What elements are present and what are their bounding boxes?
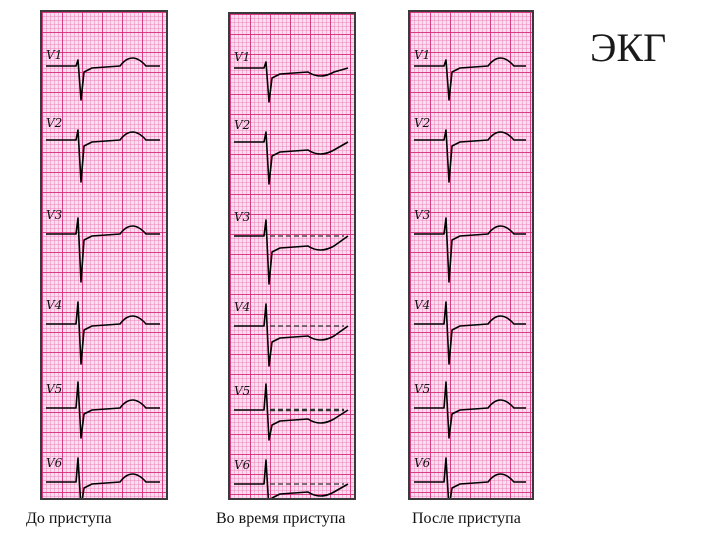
ecg-traces (414, 57, 526, 498)
lead-label-v1: V1 (46, 48, 63, 62)
lead-label-v4: V4 (234, 300, 251, 314)
ecg-strip-before: V1 V2 V3 V4 V5 V6 (40, 10, 168, 500)
ecg-trace-v4 (46, 301, 160, 365)
lead-label-v1: V1 (234, 50, 251, 64)
ecg-trace-v2 (234, 131, 349, 185)
ecg-trace-v2 (414, 129, 526, 183)
lead-label-v2: V2 (234, 118, 251, 132)
ecg-trace-v4 (414, 301, 526, 365)
ecg-trace-v3 (414, 217, 526, 283)
lead-label-v2: V2 (414, 116, 431, 130)
ecg-trace-v2 (46, 129, 160, 183)
lead-label-v4: V4 (414, 298, 431, 312)
ecg-trace-v6 (46, 457, 160, 498)
ecg-trace-v4 (234, 303, 349, 367)
lead-label-v5: V5 (414, 382, 431, 396)
lead-label-v6: V6 (414, 456, 431, 470)
lead-label-v3: V3 (46, 208, 63, 222)
slide-title: ЭКГ (590, 25, 667, 70)
ecg-strip-after: V1 V2 V3 V4 V5 V6 (408, 10, 534, 500)
lead-label-v2: V2 (46, 116, 63, 130)
ecg-trace-v1 (414, 57, 526, 101)
ecg-trace-v5 (234, 383, 349, 441)
lead-label-v5: V5 (46, 382, 63, 396)
ecg-strip-during: V1 V2 V3 V4 V5 V6 (228, 12, 356, 500)
caption-before: До приступа (26, 510, 112, 527)
ecg-trace-v1 (46, 57, 160, 101)
lead-label-v6: V6 (46, 456, 63, 470)
caption-after: После приступа (412, 510, 521, 527)
ecg-trace-v6 (234, 459, 349, 498)
ecg-trace-v3 (234, 219, 349, 285)
lead-label-v5: V5 (234, 384, 251, 398)
lead-label-v1: V1 (414, 48, 431, 62)
ecg-traces (46, 57, 160, 498)
ecg-trace-v6 (414, 457, 526, 498)
ecg-trace-v3 (46, 217, 160, 283)
ecg-trace-v1 (234, 61, 349, 103)
lead-label-v3: V3 (234, 210, 251, 224)
lead-label-v3: V3 (414, 208, 431, 222)
lead-label-v6: V6 (234, 458, 251, 472)
ecg-trace-v5 (414, 381, 526, 439)
ecg-traces (234, 61, 349, 498)
ecg-trace-v5 (46, 381, 160, 439)
caption-during: Во время приступа (216, 510, 346, 527)
lead-label-v4: V4 (46, 298, 63, 312)
